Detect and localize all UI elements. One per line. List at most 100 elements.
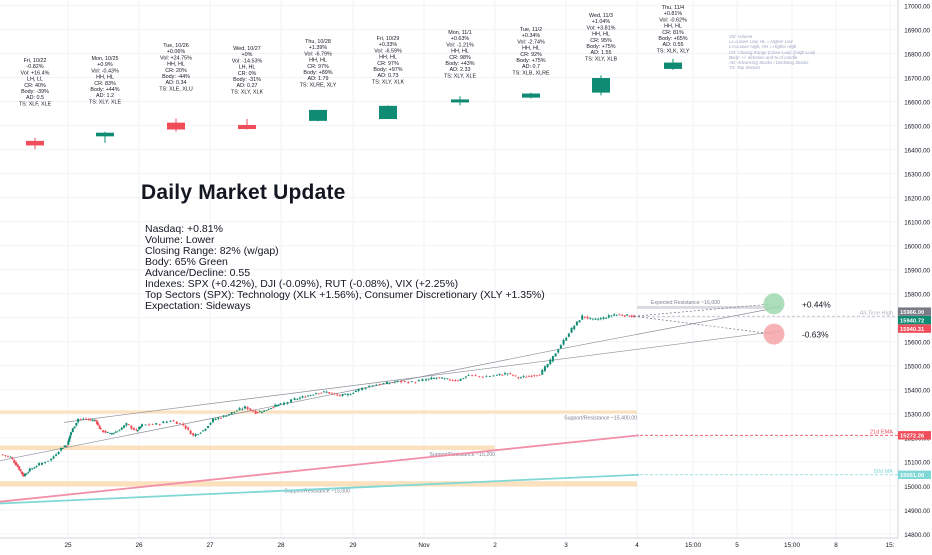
intraday-candle-body <box>478 376 481 378</box>
trendlines <box>0 306 782 462</box>
day-stat-label: TS: XLY, XLE <box>89 99 122 105</box>
intraday-candle-body <box>187 427 190 430</box>
intraday-candle-body <box>336 394 339 396</box>
day-date-label: Tue, 11/2 <box>520 27 542 33</box>
day-stat-label: TS: XLY, XLK <box>231 89 264 95</box>
moving-averages <box>0 434 640 505</box>
intraday-candle-body <box>165 421 168 423</box>
zone-band <box>0 481 637 487</box>
intraday-candle-body <box>511 374 514 376</box>
intraday-candle-body <box>94 420 97 422</box>
trendline <box>63 330 782 423</box>
intraday-candle-body <box>435 377 438 379</box>
target-path <box>633 315 775 335</box>
intraday-candle-body <box>298 397 301 399</box>
intraday-candle-body <box>443 378 446 380</box>
day-stat-label: CR: 98% <box>449 55 471 61</box>
intraday-candle-body <box>410 381 413 383</box>
intraday-candle-body <box>471 374 474 376</box>
summary-line-nasdaq: Nasdaq: +0.81% <box>145 223 223 235</box>
intraday-candle-body <box>623 315 626 317</box>
intraday-candle-body <box>517 377 520 379</box>
intraday-candle-body <box>254 410 257 414</box>
intraday-candle-body <box>243 406 246 409</box>
day-stat-label: AD: 0.5 <box>26 95 44 101</box>
intraday-candle-body <box>118 430 121 432</box>
day-stat-label: TS: XLE, XLU <box>159 86 193 92</box>
day-stat-label: LH, HL <box>239 65 256 71</box>
intraday-candle-body <box>270 408 273 409</box>
summary-line-body: Body: 65% Green <box>145 256 228 268</box>
intraday-candle-body <box>578 320 581 323</box>
intraday-candle-body <box>586 316 589 319</box>
intraday-candle-body <box>519 377 522 379</box>
day-stat-label: +0.33% <box>379 42 398 48</box>
intraday-candle-body <box>615 314 618 316</box>
day-stat-label: Body: -39% <box>21 89 49 95</box>
x-tick-label: 8 <box>834 542 838 549</box>
daily-candle-body <box>664 62 682 69</box>
price-tag <box>898 315 931 325</box>
day-date-label: Thu, 10/28 <box>305 39 331 45</box>
intraday-candle-body <box>538 374 541 376</box>
summary-line-top-sectors: Top Sectors (SPX): Technology (XLK +1.56… <box>145 289 545 301</box>
zone-band <box>0 410 637 414</box>
intraday-candle-body <box>573 325 576 330</box>
intraday-candle-body <box>99 427 102 430</box>
day-stat-label: TS: XLY, XLE <box>444 73 477 79</box>
daily-candle-body <box>522 93 540 98</box>
intraday-candle-body <box>63 446 66 448</box>
intraday-candle-body <box>178 423 181 425</box>
y-tick-label: 15600.00 <box>904 340 930 347</box>
price-tag-label: 15272.26 <box>900 434 925 440</box>
intraday-candle-body <box>75 422 78 426</box>
day-date-label: Fri, 10/29 <box>377 36 400 42</box>
intraday-candle-body <box>33 467 36 469</box>
price-tag-label: 15966.00 <box>900 310 924 316</box>
intraday-candle-body <box>621 315 624 317</box>
intraday-candle-body <box>506 373 509 375</box>
intraday-candle-body <box>106 432 109 434</box>
price-tag-label: 15940.72 <box>900 318 924 324</box>
intraday-candle-body <box>57 452 60 454</box>
intraday-candle-body <box>535 375 538 377</box>
intraday-candle-body <box>197 434 200 436</box>
intraday-candle-body <box>522 376 525 377</box>
intraday-candle-body <box>18 466 21 470</box>
intraday-candle-body <box>430 377 433 380</box>
intraday-candle-body <box>421 379 424 381</box>
intraday-candle-body <box>338 395 341 397</box>
y-tick-label: 16400.00 <box>904 148 930 155</box>
day-stat-label: Body: +65% <box>658 36 687 42</box>
target-path <box>634 303 775 317</box>
ema-21-line <box>0 434 640 503</box>
day-stat-label: Vol: +3.81% <box>587 25 616 31</box>
day-date-label: Mon, 10/25 <box>92 56 119 62</box>
day-stat-label: TS: XLY, XLB <box>585 56 618 62</box>
intraday-candle-body <box>485 376 488 378</box>
intraday-candle-body <box>71 428 74 433</box>
intraday-candle-body <box>1 454 4 456</box>
y-tick-label: 15500.00 <box>904 364 930 371</box>
intraday-candle-body <box>527 375 530 377</box>
intraday-candle-body <box>349 394 352 396</box>
intraday-candle-body <box>613 314 616 316</box>
legend-note-line: AD: Advancing Stocks / Declining Stocks <box>729 60 809 66</box>
intraday-candle-body <box>388 382 391 384</box>
intraday-candle-body <box>481 376 484 378</box>
day-stat-label: HH, HL <box>96 75 114 81</box>
day-stat-label: Vol: +16.4% <box>21 70 50 76</box>
intraday-candle-body <box>11 457 14 460</box>
day-stat-label: CR: 20% <box>165 68 187 74</box>
daily-candle-body <box>592 78 610 93</box>
y-tick-label: 14900.00 <box>904 508 930 515</box>
intraday-candle-body <box>371 385 374 387</box>
intraday-candle-body <box>41 462 44 465</box>
intraday-candle-body <box>251 410 254 412</box>
intraday-candle-body <box>24 474 27 476</box>
day-stat-label: AD: 0.55 <box>663 42 684 48</box>
intraday-candle-body <box>277 404 280 406</box>
intraday-candle-body <box>97 423 100 426</box>
day-stat-label: Body: +75% <box>516 58 545 64</box>
trendline <box>0 306 782 462</box>
